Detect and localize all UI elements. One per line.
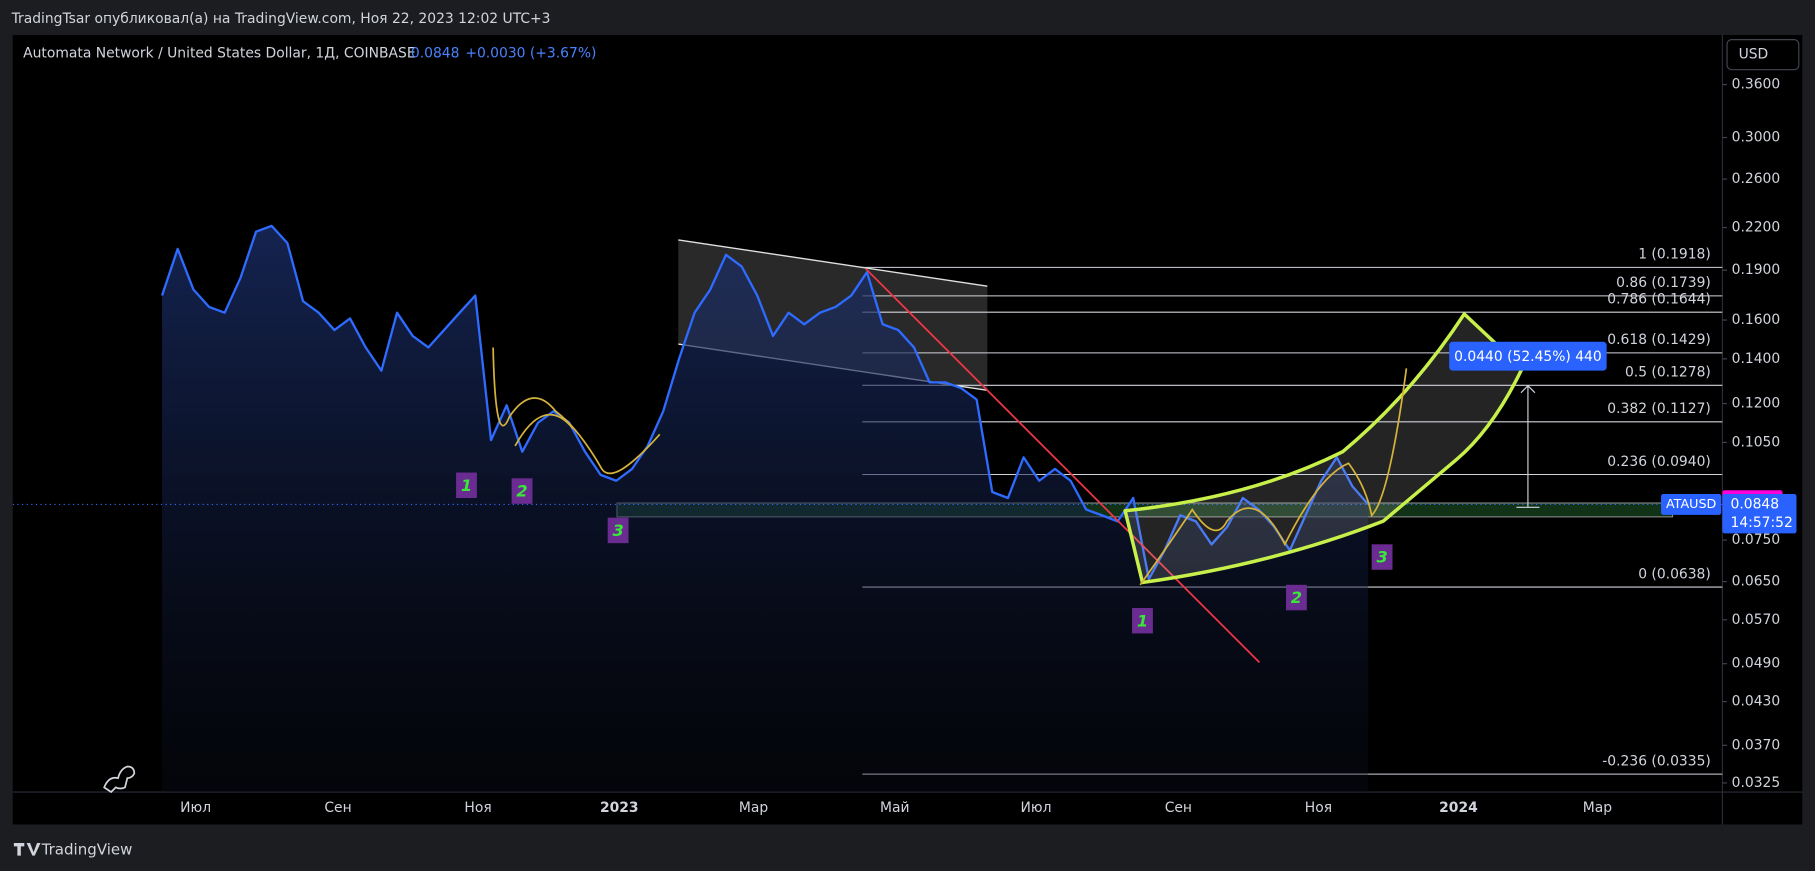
currency-label[interactable]: USD (1739, 47, 1769, 63)
y-tick-label: 0.0370 (1732, 737, 1781, 753)
legend-change: +0.0030 (+3.67%) (465, 46, 596, 62)
x-tick-label: Сен (324, 800, 351, 816)
fib-label: 0.86 (0.1739) (1616, 275, 1711, 291)
cup-channel (1123, 312, 1524, 585)
fib-label: 0.382 (0.1127) (1607, 401, 1711, 417)
header-text: TradingTsar опубликовал(а) на TradingVie… (11, 11, 551, 27)
x-tick-label: Ноя (1305, 800, 1332, 816)
wave-label: 1 (1137, 611, 1148, 630)
y-tick-label: 0.2200 (1732, 220, 1781, 236)
countdown-label: 14:57:52 (1731, 515, 1793, 531)
brand-name: TradingView (41, 840, 133, 858)
wave-label: 1 (461, 476, 472, 495)
wave-label: 3 (612, 521, 623, 540)
y-tick-label: 0.3000 (1732, 130, 1781, 146)
y-tick-label: 0.0325 (1732, 775, 1781, 791)
arc-drawing (514, 413, 574, 447)
fib-label: 1 (0.1918) (1638, 247, 1711, 263)
wave-marker (456, 472, 477, 499)
fib-label: 0.5 (0.1278) (1625, 365, 1711, 381)
x-tick-label: Мар (1583, 800, 1612, 816)
y-tick-label: 0.2600 (1732, 171, 1781, 187)
last-price-box (1722, 494, 1797, 534)
wave-marker (511, 478, 533, 504)
y-tick-label: 0.0430 (1732, 694, 1781, 710)
y-tick-label: 0.0570 (1732, 612, 1781, 628)
trend-line (865, 268, 1261, 663)
last-price-label: 0.0848 (1731, 496, 1780, 512)
fib-label: 0.236 (0.0940) (1607, 454, 1711, 470)
wave-marker (607, 517, 629, 544)
currency-button[interactable] (1726, 39, 1800, 71)
channel-top (678, 239, 988, 287)
x-tick-label: Июл (180, 800, 211, 816)
y-tick-label: 0.1200 (1732, 396, 1781, 412)
y-tick-label: 0.1400 (1732, 351, 1781, 367)
fib-label: 0 (0.0638) (1638, 566, 1711, 582)
x-tick-label: Май (880, 800, 910, 816)
wave-marker (1286, 584, 1307, 611)
y-tick-label: 0.1600 (1732, 312, 1781, 328)
wave-label: 3 (1376, 548, 1387, 567)
wave-label: 2 (1291, 588, 1302, 607)
wave-label: 2 (516, 482, 527, 501)
legend-symbol: Automata Network / United States Dollar,… (23, 46, 415, 62)
x-tick-label: Июл (1021, 800, 1052, 816)
y-tick-label: 0.3600 (1732, 77, 1781, 93)
arc-drawing (492, 347, 661, 475)
measure-label: 0.0440 (52.45%) 440 (1454, 349, 1602, 365)
dino-icon (103, 765, 136, 794)
fib-label: 0.618 (0.1429) (1607, 332, 1711, 348)
brand-logo (13, 842, 41, 856)
legend-price: 0.0848 (411, 46, 460, 62)
overlay: 1 (0.1918) 0.86 (0.1739)0.786 (0.1644) 0.6… (456, 247, 1711, 769)
fib-label: 0.786 (0.1644) (1607, 291, 1711, 307)
x-tick-label: 2024 (1439, 800, 1478, 816)
price-area (162, 225, 1369, 793)
measure-box (1449, 341, 1607, 371)
x-tick-label: 2023 (600, 800, 639, 816)
y-tick-label: 0.1050 (1732, 434, 1781, 450)
y-tick-label: 0.0490 (1732, 656, 1781, 672)
measure-arrow (1520, 384, 1536, 394)
x-tick-label: Ноя (464, 800, 491, 816)
fib-label: -0.236 (0.0335) (1602, 753, 1711, 769)
plot (12, 224, 1723, 793)
x-tick-label: Мар (739, 800, 768, 816)
wave-marker (1371, 544, 1393, 570)
header-bar (0, 0, 1815, 35)
ticker-box (1661, 494, 1722, 515)
y-tick-label: 0.0650 (1732, 574, 1781, 590)
arc-drawing (1139, 368, 1408, 586)
price-line (160, 224, 1370, 581)
y-tick-label: 0.0750 (1732, 532, 1781, 548)
x-tick-label: Сен (1165, 800, 1192, 816)
wave-marker (1132, 607, 1153, 634)
y-tick-label: 0.1900 (1732, 262, 1781, 278)
ticker-label: ATAUSD (1666, 497, 1717, 512)
